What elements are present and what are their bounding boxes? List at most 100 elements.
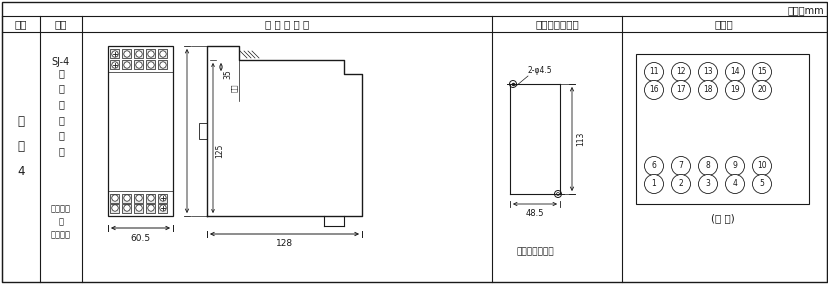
Circle shape: [160, 62, 166, 68]
Bar: [147, 204, 156, 212]
Circle shape: [123, 205, 130, 211]
Circle shape: [643, 156, 662, 176]
Bar: [147, 60, 156, 70]
Bar: [158, 49, 167, 59]
Circle shape: [698, 156, 717, 176]
Text: 10: 10: [756, 162, 766, 170]
Text: 附
图
4: 附 图 4: [17, 116, 25, 179]
Circle shape: [160, 205, 166, 211]
Bar: [123, 60, 132, 70]
Text: 15: 15: [756, 68, 766, 76]
Bar: [635, 54, 808, 204]
Bar: [123, 193, 132, 202]
Circle shape: [136, 195, 142, 201]
Circle shape: [160, 51, 166, 57]
Text: (正 视): (正 视): [710, 213, 734, 223]
Bar: [158, 60, 167, 70]
Circle shape: [112, 51, 118, 57]
Circle shape: [698, 80, 717, 99]
Text: 5: 5: [758, 179, 763, 189]
Circle shape: [752, 174, 771, 193]
Text: 12: 12: [676, 68, 685, 76]
Text: 4: 4: [732, 179, 737, 189]
Bar: [123, 49, 132, 59]
Circle shape: [671, 80, 690, 99]
Circle shape: [147, 205, 154, 211]
Text: 3: 3: [705, 179, 710, 189]
Text: SJ-4: SJ-4: [52, 57, 70, 67]
Circle shape: [724, 62, 744, 82]
Circle shape: [752, 62, 771, 82]
Text: 19: 19: [729, 85, 739, 95]
Bar: [110, 49, 119, 59]
Circle shape: [147, 51, 154, 57]
Circle shape: [752, 80, 771, 99]
Circle shape: [671, 62, 690, 82]
Bar: [134, 193, 143, 202]
Circle shape: [112, 205, 118, 211]
Text: 1: 1: [651, 179, 656, 189]
Text: 14: 14: [729, 68, 739, 76]
Text: 18: 18: [702, 85, 712, 95]
Text: 16: 16: [648, 85, 658, 95]
Text: 外 形 尺 寸 图: 外 形 尺 寸 图: [265, 19, 309, 29]
Circle shape: [698, 62, 717, 82]
Text: 端子图: 端子图: [714, 19, 733, 29]
Bar: [123, 204, 132, 212]
Circle shape: [643, 80, 662, 99]
Circle shape: [698, 174, 717, 193]
Text: 结构: 结构: [55, 19, 67, 29]
Circle shape: [136, 62, 142, 68]
Text: 17: 17: [676, 85, 685, 95]
Bar: [110, 193, 119, 202]
Text: 11: 11: [648, 68, 658, 76]
Text: 35: 35: [223, 69, 232, 79]
Circle shape: [671, 174, 690, 193]
Bar: [108, 46, 173, 216]
Circle shape: [112, 62, 118, 68]
Text: 113: 113: [575, 132, 585, 146]
Text: 20: 20: [756, 85, 766, 95]
Text: 卡轨安装
或
螺钉安装: 卡轨安装 或 螺钉安装: [51, 204, 71, 240]
Circle shape: [123, 62, 130, 68]
Text: 2: 2: [678, 179, 682, 189]
Text: 125: 125: [214, 144, 224, 158]
Bar: [134, 60, 143, 70]
Text: 图号: 图号: [15, 19, 27, 29]
Circle shape: [643, 174, 662, 193]
Bar: [134, 204, 143, 212]
Bar: [147, 193, 156, 202]
Text: 128: 128: [276, 239, 293, 248]
Bar: [199, 123, 207, 139]
Text: 60.5: 60.5: [130, 234, 151, 243]
Bar: [158, 193, 167, 202]
Text: 8: 8: [705, 162, 710, 170]
Bar: [110, 204, 119, 212]
Circle shape: [123, 51, 130, 57]
Circle shape: [752, 156, 771, 176]
Text: 2-φ4.5: 2-φ4.5: [527, 66, 552, 75]
Circle shape: [147, 195, 154, 201]
Text: 9: 9: [732, 162, 737, 170]
Text: 安装开孔尺孔图: 安装开孔尺孔图: [535, 19, 578, 29]
Text: 卡轨: 卡轨: [231, 84, 238, 92]
Circle shape: [112, 195, 118, 201]
Circle shape: [136, 51, 142, 57]
Text: 螺钉安装开孔图: 螺钉安装开孔图: [516, 247, 553, 256]
Text: 凸
出
式
前
接
线: 凸 出 式 前 接 线: [58, 68, 64, 156]
Text: 48.5: 48.5: [525, 209, 544, 218]
Circle shape: [123, 195, 130, 201]
Bar: [134, 49, 143, 59]
Circle shape: [724, 174, 744, 193]
Text: 单位：mm: 单位：mm: [787, 5, 823, 15]
Bar: [147, 49, 156, 59]
Circle shape: [671, 156, 690, 176]
Circle shape: [724, 156, 744, 176]
Text: 7: 7: [678, 162, 682, 170]
Circle shape: [147, 62, 154, 68]
Circle shape: [136, 205, 142, 211]
Text: 6: 6: [651, 162, 656, 170]
Text: 13: 13: [702, 68, 712, 76]
Bar: [110, 60, 119, 70]
Circle shape: [160, 195, 166, 201]
